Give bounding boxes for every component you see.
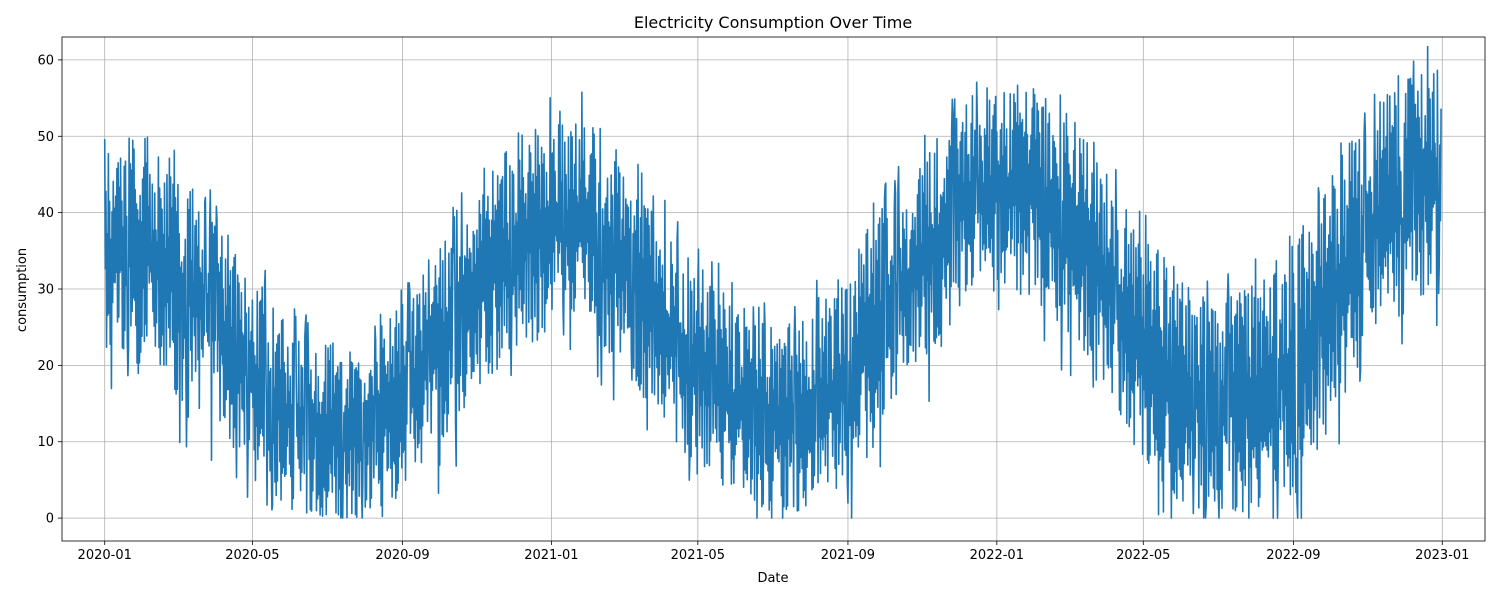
x-tick-label: 2022-09 xyxy=(1266,548,1320,563)
x-tick-label: 2020-05 xyxy=(225,548,279,563)
y-tick-label: 20 xyxy=(37,359,54,374)
x-axis-ticks: 2020-01 2020-05 2020-09 2021-01 2021-05 2021-… xyxy=(78,541,1469,563)
x-axis-title: Date xyxy=(757,571,788,586)
y-tick-label: 10 xyxy=(37,435,54,450)
y-tick-label: 60 xyxy=(37,53,54,68)
y-tick-label: 40 xyxy=(37,206,54,221)
x-tick-label: 2021-09 xyxy=(821,548,875,563)
y-tick-label: 0 xyxy=(46,512,54,527)
series-consumption xyxy=(103,45,1442,519)
series-line xyxy=(103,45,1442,519)
y-axis-ticks: 0 10 20 30 40 50 60 xyxy=(37,53,62,527)
y-axis-title: consumption xyxy=(15,248,30,332)
y-tick-label: 30 xyxy=(37,283,54,298)
x-tick-label: 2022-01 xyxy=(970,548,1024,563)
chart-title: Electricity Consumption Over Time xyxy=(634,13,912,32)
x-tick-label: 2021-01 xyxy=(524,548,578,563)
x-tick-label: 2023-01 xyxy=(1415,548,1469,563)
y-tick-label: 50 xyxy=(37,130,54,145)
x-tick-label: 2020-09 xyxy=(375,548,429,563)
x-tick-label: 2021-05 xyxy=(671,548,725,563)
x-tick-label: 2022-05 xyxy=(1116,548,1170,563)
x-tick-label: 2020-01 xyxy=(78,548,132,563)
